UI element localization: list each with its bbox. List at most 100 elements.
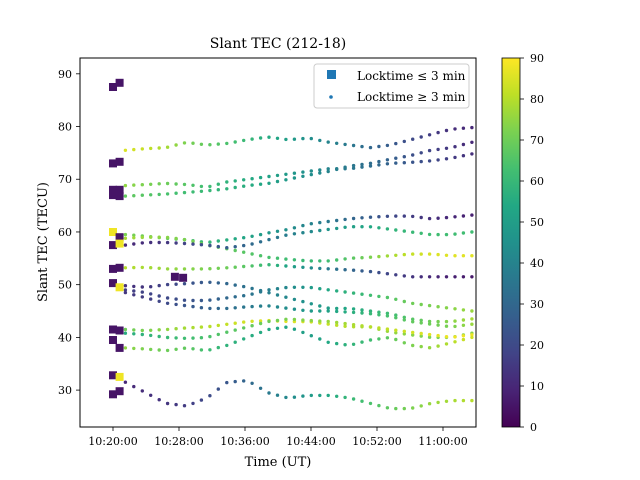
data-point-track-11 [368,325,373,329]
colorbar-tick-label: 70 [530,134,544,147]
data-point-track-3 [461,214,466,218]
data-point-track-5 [284,233,288,237]
data-point-square [115,157,124,166]
data-point-track-8 [165,296,170,300]
data-point-track-11 [326,319,330,324]
data-point-track-0 [461,126,466,130]
data-point-track-7 [123,284,128,288]
data-point-track-12 [436,344,440,348]
data-point-track-2 [377,159,381,164]
colorbar-tick-label: 50 [530,216,544,229]
data-point-track-7 [132,284,136,289]
data-point-track-6 [140,265,144,270]
data-point-track-10 [123,327,128,332]
data-point-track-13 [444,399,449,403]
data-point-track-1 [385,162,390,166]
data-point-track-5 [275,235,280,240]
data-point-track-7 [157,283,161,288]
legend-dot-marker [329,95,333,99]
data-point-track-1 [149,182,153,186]
data-point-track-5 [343,225,347,229]
data-point-track-0 [157,146,161,150]
data-point-track-9 [233,306,237,310]
data-point-track-10 [132,328,136,332]
data-point-track-0 [427,133,432,137]
data-point-track-8 [436,305,440,309]
data-point-track-8 [199,298,204,303]
data-point-track-5 [250,242,254,246]
data-point-track-9 [208,306,212,311]
data-point-track-8 [326,288,330,292]
data-point-track-3 [368,215,373,219]
data-point-track-7 [309,302,313,306]
data-point-track-12 [140,347,144,351]
data-point-square [115,372,124,381]
data-point-square [109,185,117,194]
data-point-track-1 [140,183,144,187]
data-point-track-7 [377,310,381,314]
data-point-track-11 [360,324,364,328]
data-point-track-4 [402,252,406,257]
data-point-track-5 [149,240,153,245]
data-point-track-10 [250,319,254,323]
y-tick-label: 50 [58,279,72,292]
data-point-track-3 [436,216,440,220]
data-point-track-0 [292,137,297,141]
data-point-track-12 [368,338,373,342]
data-point-track-0 [343,142,347,147]
data-point-track-13 [368,401,373,406]
data-point-track-1 [326,167,330,171]
data-point-track-10 [343,324,347,328]
data-point-track-7 [453,319,457,323]
data-point-track-12 [284,325,288,329]
data-point-track-8 [360,292,364,296]
data-point-track-11 [436,333,440,338]
data-point-track-6 [394,273,398,277]
data-point-track-3 [394,214,398,218]
data-point-track-13 [242,379,246,383]
data-point-track-8 [275,287,280,291]
data-point-track-12 [216,345,220,350]
data-point-track-1 [411,160,415,164]
data-point-track-0 [208,143,212,147]
data-point-track-6 [444,275,449,279]
data-point-track-4 [123,236,128,240]
data-point-track-3 [216,239,220,243]
data-point-track-10 [258,319,263,323]
data-point-track-4 [427,252,432,256]
data-point-track-13 [470,398,474,403]
data-point-track-7 [385,311,390,315]
data-point-track-3 [301,223,305,228]
data-point-track-6 [149,266,153,270]
data-point-track-4 [461,254,466,258]
colorbar-tick-label: 30 [530,298,544,311]
data-point-track-0 [368,145,373,150]
legend-square-marker [327,70,336,79]
data-point-track-9 [284,306,288,310]
data-point-track-13 [157,398,161,402]
data-point-track-4 [233,248,237,253]
data-point-track-7 [191,281,195,285]
data-point-track-6 [199,267,204,271]
data-point-track-5 [385,227,390,231]
data-point-track-11 [208,334,212,339]
data-point-track-12 [427,346,432,350]
colorbar-tick-label: 60 [530,175,544,188]
data-point-track-12 [326,340,330,344]
data-point-track-0 [453,127,457,131]
y-axis: 30 40 50 60 70 80 90 [58,68,80,397]
data-point-track-2 [199,189,204,193]
data-point-track-2 [335,167,339,172]
data-point-track-6 [419,275,423,279]
data-point-track-11 [470,333,474,337]
data-point-track-4 [301,258,305,263]
data-point-track-7 [301,299,305,304]
data-point-track-13 [284,395,288,400]
data-point-track-0 [250,137,254,141]
data-point-track-9 [402,318,406,322]
data-point-square [109,336,117,344]
data-point-track-7 [368,309,373,313]
data-point-track-11 [335,320,339,325]
data-point-track-5 [208,243,212,248]
data-point-track-8 [284,285,288,290]
